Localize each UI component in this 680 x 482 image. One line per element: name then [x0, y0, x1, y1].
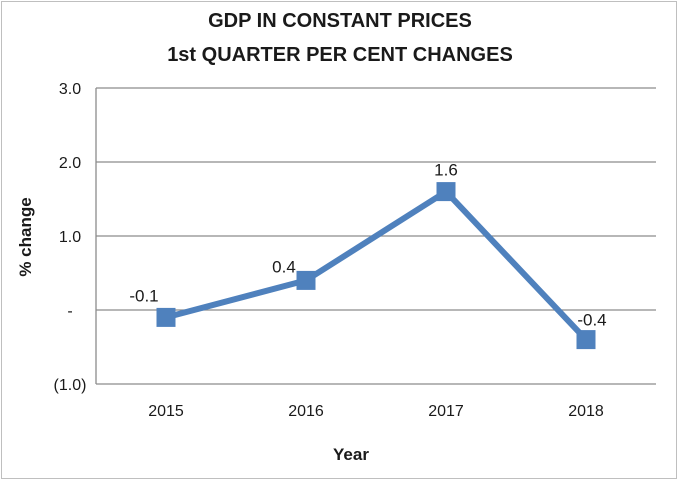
- series-line-path: [165, 188, 589, 342]
- data-point: [576, 330, 596, 350]
- x-tick-label: 2017: [428, 403, 464, 420]
- data-label: -0.4: [577, 311, 606, 330]
- y-tick-label: 3.0: [59, 81, 81, 98]
- data-point: [156, 307, 176, 327]
- data-points: [156, 182, 596, 350]
- x-axis-label: Year: [333, 445, 369, 464]
- data-label: 0.4: [272, 257, 296, 276]
- data-label: 1.6: [434, 161, 458, 180]
- y-axis-label: % change: [16, 197, 35, 276]
- chart-subtitle: 1st QUARTER PER CENT CHANGES: [167, 44, 513, 66]
- x-tick-labels: 2015 2016 2017 2018: [148, 403, 604, 420]
- x-tick-label: 2018: [568, 403, 604, 420]
- series-line: [165, 188, 589, 342]
- x-tick-label: 2016: [288, 403, 324, 420]
- data-label: -0.1: [129, 286, 158, 305]
- data-labels: -0.1 0.4 1.6 -0.4: [129, 161, 606, 330]
- y-tick-label: 1.0: [59, 229, 81, 246]
- y-tick-label: 2.0: [59, 155, 81, 172]
- x-tick-label: 2015: [148, 403, 184, 420]
- y-tick-labels: (1.0) - 1.0 2.0 3.0: [54, 81, 87, 394]
- y-tick-label: -: [67, 303, 72, 320]
- data-point: [296, 270, 316, 290]
- data-point: [436, 182, 456, 202]
- chart-title: GDP IN CONSTANT PRICES: [208, 10, 472, 32]
- y-tick-label: (1.0): [54, 377, 87, 394]
